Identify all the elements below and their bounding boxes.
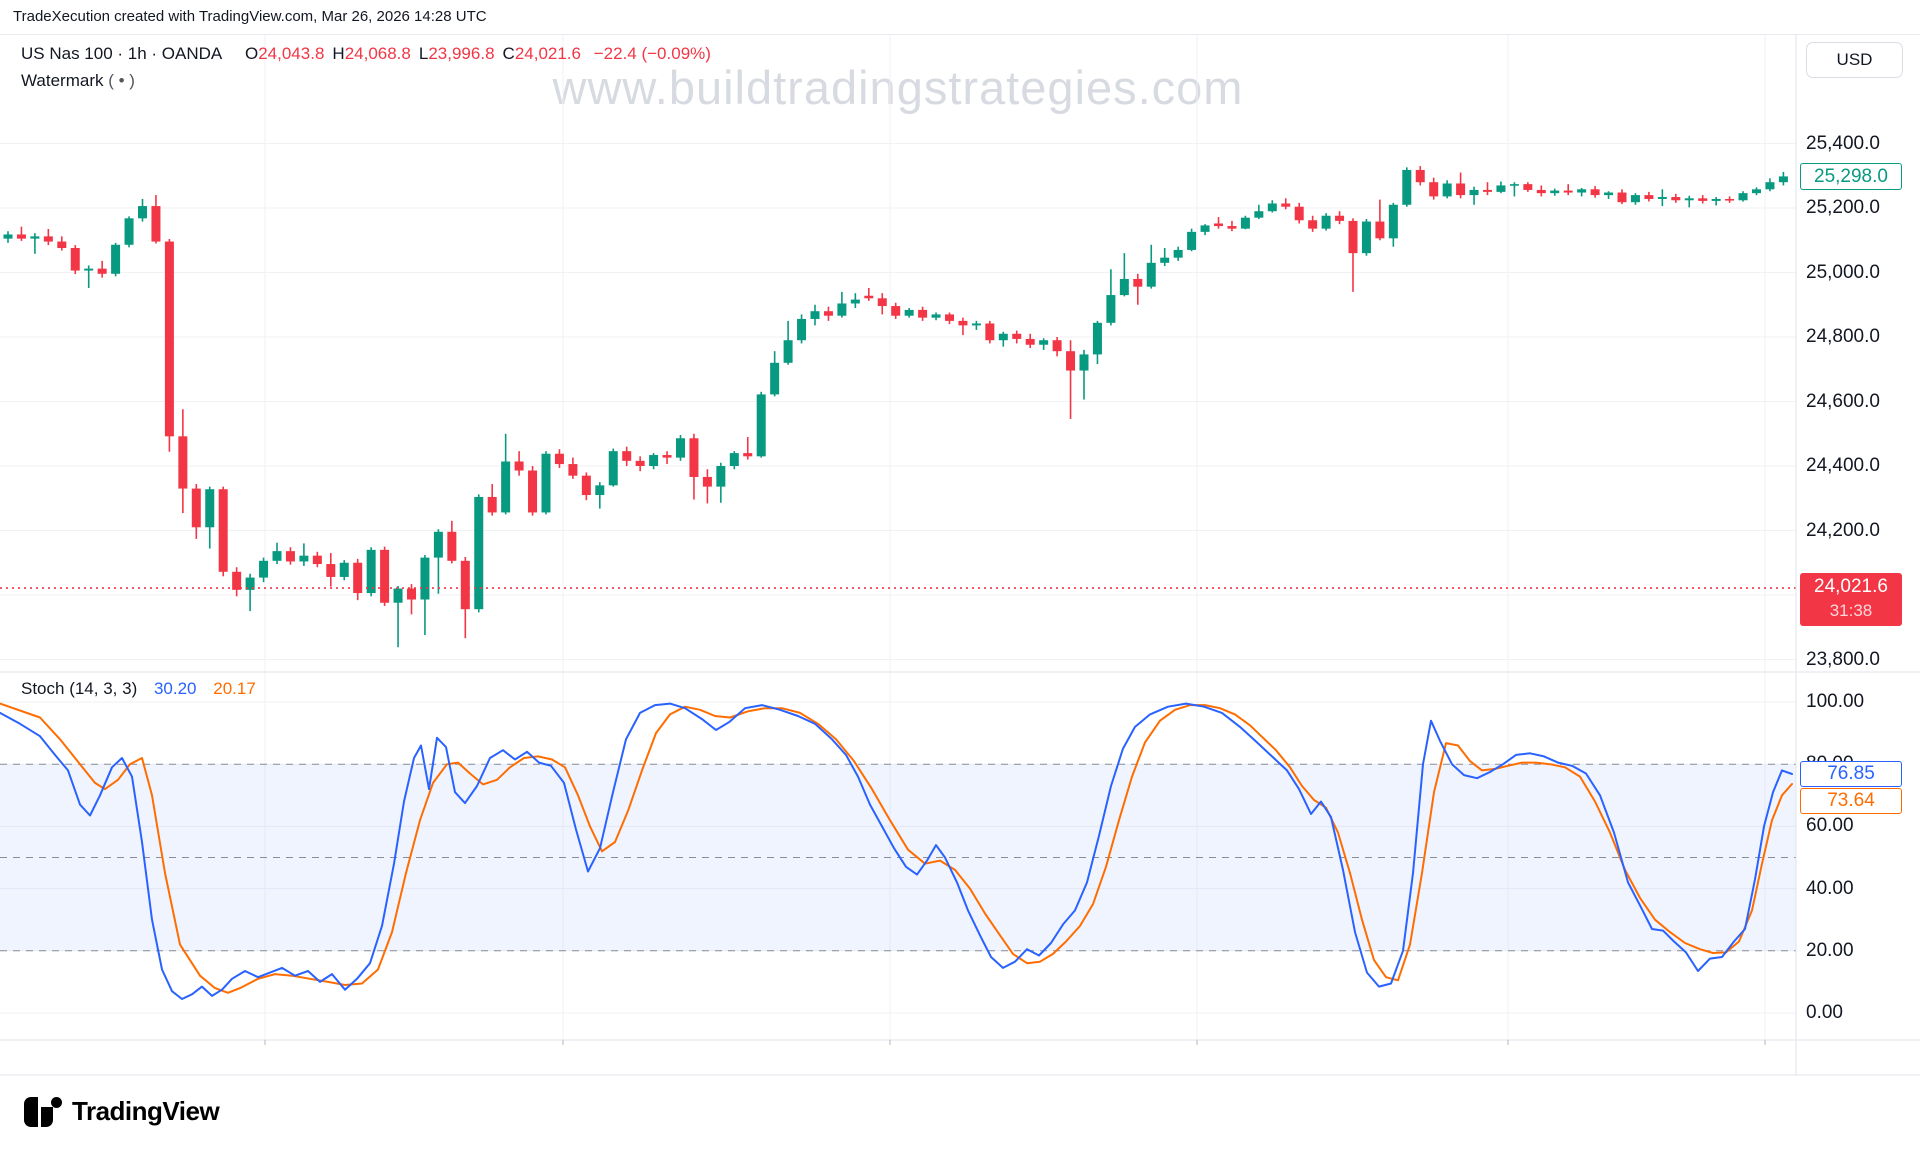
last-price-badge: 25,298.0	[1800, 162, 1902, 190]
change-readout: −22.4 (−0.09%)	[593, 44, 711, 63]
price-axis-label: 24,800.0	[1806, 326, 1880, 347]
stoch-label[interactable]: Stoch (14, 3, 3)	[21, 679, 138, 698]
open-value: 24,043.8	[258, 44, 325, 63]
high-key: H	[332, 44, 345, 63]
low-value: 23,996.8	[428, 44, 495, 63]
export-title-bar: TradeXecution created with TradingView.c…	[0, 0, 1920, 35]
stoch-k-value: 30.20	[153, 679, 197, 698]
stoch-axis-label: 20.00	[1806, 939, 1854, 961]
stoch-legend[interactable]: Stoch (14, 3, 3) 30.20 20.17	[21, 679, 256, 699]
stoch-d-badge: 73.64	[1800, 787, 1902, 814]
price-axis-label: 24,600.0	[1806, 390, 1880, 412]
tradingview-logo-text: TradingView	[72, 1096, 220, 1126]
ohlc-readout: O24,043.8 H24,068.8 L23,996.8 C24,021.6	[237, 44, 581, 63]
stoch-axis-label: 60.00	[1806, 815, 1854, 837]
current-price-value: 24,021.6	[1814, 576, 1888, 598]
symbol-title[interactable]: US Nas 100 · 1h · OANDA	[21, 44, 223, 63]
watermark-indicator-row[interactable]: Watermark ( • )	[21, 71, 711, 91]
current-price-badge: 24,021.6 31:38	[1800, 573, 1902, 627]
price-axis-label: 24,200.0	[1806, 519, 1880, 541]
export-title: TradeXecution created with TradingView.c…	[13, 8, 487, 25]
open-key: O	[244, 44, 259, 63]
price-axis-label: 25,000.0	[1806, 261, 1880, 283]
low-key: L	[418, 44, 429, 63]
watermark-text: www.buildtradingstrategies.com	[552, 61, 1244, 114]
stoch-k-badge: 76.85	[1800, 760, 1902, 787]
symbol-row: US Nas 100 · 1h · OANDA O24,043.8 H24,068…	[21, 44, 711, 64]
tradingview-logo-icon	[24, 1096, 62, 1127]
price-axis-label: 23,800.0	[1806, 648, 1880, 670]
symbol-legend[interactable]: US Nas 100 · 1h · OANDA O24,043.8 H24,068…	[21, 44, 711, 91]
price-axis-label: 25,400.0	[1806, 132, 1880, 154]
watermark-indicator-label[interactable]: Watermark	[21, 71, 104, 90]
close-value: 24,021.6	[514, 44, 581, 63]
high-value: 24,068.8	[344, 44, 411, 63]
tradingview-logo[interactable]: TradingView	[24, 1096, 220, 1127]
stoch-axis-label: 40.00	[1806, 877, 1854, 899]
price-axis-label: 24,400.0	[1806, 455, 1880, 476]
close-key: C	[502, 44, 515, 63]
currency-button[interactable]: USD	[1806, 42, 1903, 78]
bar-countdown: 31:38	[1829, 601, 1873, 621]
watermark-indicator-status: ( • )	[108, 71, 135, 90]
stoch-d-value: 20.17	[213, 679, 256, 698]
price-axis-label: 25,200.0	[1806, 197, 1880, 218]
stoch-axis-label: 100.00	[1806, 691, 1865, 712]
stoch-axis-label: 0.00	[1806, 1002, 1843, 1023]
